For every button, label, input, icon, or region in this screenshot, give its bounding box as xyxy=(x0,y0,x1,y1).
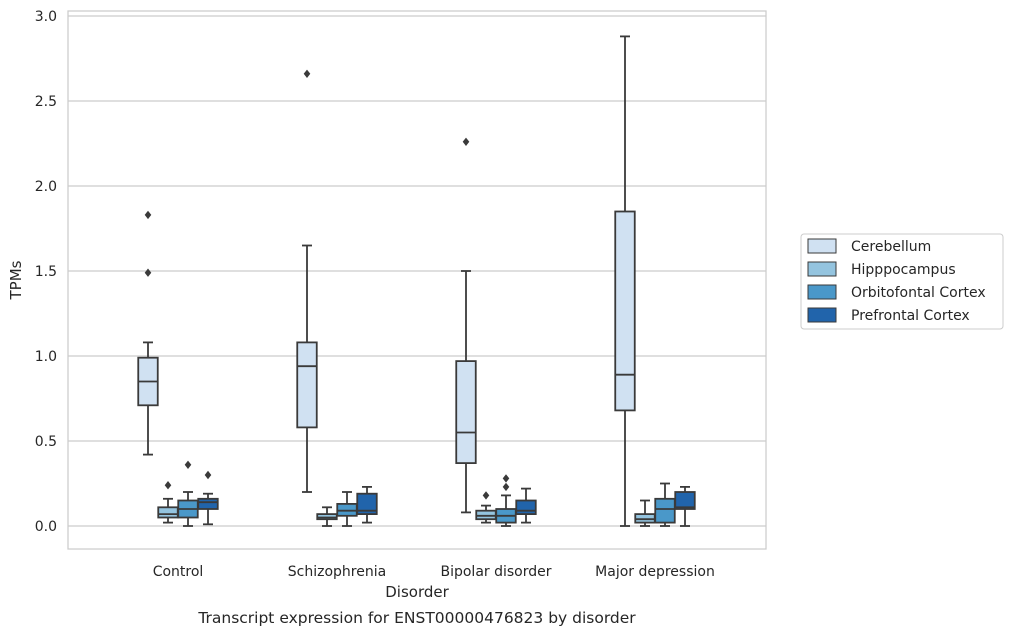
box xyxy=(515,499,537,516)
box xyxy=(197,497,219,510)
plot-frame xyxy=(67,10,767,550)
legend-swatch xyxy=(807,261,837,277)
x-axis-label: Disorder xyxy=(385,583,449,601)
y-tick-label: 1.0 xyxy=(35,349,57,365)
box-group xyxy=(356,485,378,524)
box-group xyxy=(674,485,696,527)
plot-marks xyxy=(137,35,696,527)
box xyxy=(455,360,477,465)
outlier-point xyxy=(502,482,510,492)
box-group xyxy=(197,470,219,526)
legend: Cerebellum Hipppocampus Orbitofontal Corte… xyxy=(800,233,1004,330)
y-tick-label: 0.5 xyxy=(35,434,57,450)
outlier-point xyxy=(164,481,172,490)
box-group xyxy=(177,460,199,527)
outlier-point xyxy=(184,460,192,469)
legend-frame xyxy=(800,233,1004,330)
box-group xyxy=(296,69,318,493)
box-group xyxy=(495,474,517,527)
box xyxy=(654,497,676,524)
outlier-point xyxy=(482,491,490,500)
legend-entry: Cerebellum xyxy=(851,239,931,255)
y-tick-label: 1.5 xyxy=(35,264,57,280)
x-tick-label: Control xyxy=(153,564,204,580)
gridlines xyxy=(68,15,766,527)
box-group xyxy=(634,499,656,527)
box-group xyxy=(515,487,537,524)
box xyxy=(356,492,378,516)
box-group xyxy=(614,35,636,527)
x-tick-label: Major depression xyxy=(595,564,715,580)
x-tick-label: Schizophrenia xyxy=(288,564,386,580)
y-tick-label: 2.5 xyxy=(35,94,57,110)
legend-swatch xyxy=(807,238,837,254)
legend-entry: Orbitofontal Cortex xyxy=(851,285,986,301)
x-tick-labels: Control Schizophrenia Bipolar disorder Majo… xyxy=(153,564,715,580)
box-group xyxy=(316,506,338,527)
outlier-point xyxy=(144,268,152,277)
legend-entry: Prefrontal Cortex xyxy=(851,308,970,324)
box xyxy=(674,491,696,510)
box xyxy=(296,341,318,429)
y-axis-label: TPMs xyxy=(7,260,25,300)
outlier-point xyxy=(462,137,470,146)
x-tick-label: Bipolar disorder xyxy=(440,564,551,580)
y-tick-label: 2.0 xyxy=(35,179,57,195)
chart-caption: Transcript expression for ENST0000047682… xyxy=(197,609,636,627)
box-group xyxy=(475,491,497,524)
box-group xyxy=(455,137,477,514)
outlier-point xyxy=(502,474,510,483)
legend-swatch xyxy=(807,307,837,323)
y-tick-labels: 0.0 0.5 1.0 1.5 2.0 2.5 3.0 xyxy=(35,9,57,535)
box-group xyxy=(157,481,179,524)
legend-entry: Hipppocampus xyxy=(851,262,956,278)
legend-swatch xyxy=(807,284,837,300)
box-group xyxy=(654,482,676,527)
y-tick-label: 3.0 xyxy=(35,9,57,25)
y-tick-label: 0.0 xyxy=(35,519,57,535)
box-group xyxy=(137,210,159,456)
outlier-point xyxy=(144,210,152,220)
outlier-point xyxy=(303,69,311,78)
outlier-point xyxy=(204,470,212,480)
box-group xyxy=(336,491,358,527)
box xyxy=(614,210,636,412)
box xyxy=(157,506,179,519)
